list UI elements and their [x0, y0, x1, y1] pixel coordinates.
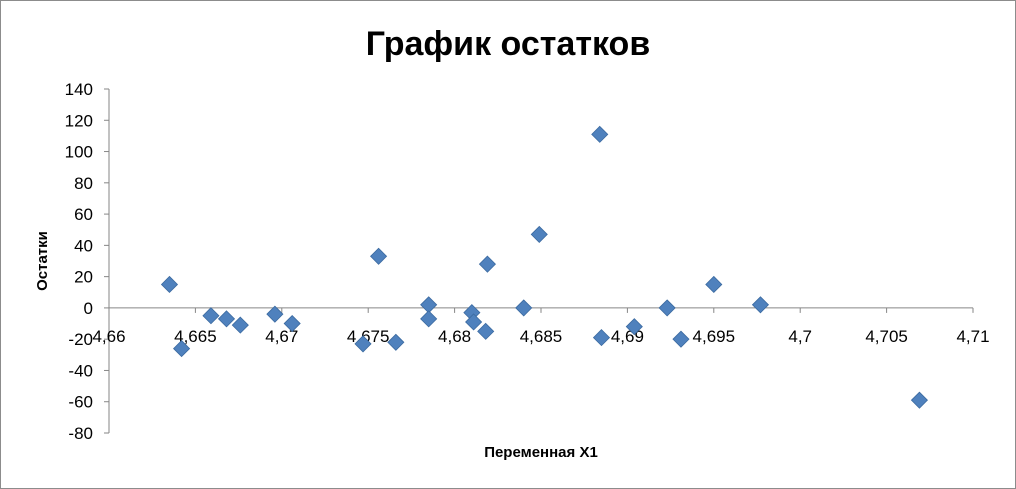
data-points [160, 125, 928, 409]
y-tick-label: 0 [84, 299, 93, 318]
y-axis: 140 120 100 80 60 40 20 0 -20 -40 -60 -80 [65, 80, 110, 443]
data-point [477, 322, 495, 340]
data-point [592, 329, 611, 347]
x-axis-title: Переменная X1 [484, 444, 598, 461]
data-point [705, 275, 723, 294]
y-tick-label: 40 [74, 236, 93, 255]
data-point [370, 247, 388, 265]
data-point [465, 313, 483, 331]
data-point [173, 339, 191, 358]
data-point [217, 310, 236, 328]
x-tick-label: 4,665 [174, 327, 217, 346]
x-tick-label: 4,685 [520, 327, 563, 346]
data-point [160, 275, 179, 294]
data-point [354, 335, 372, 353]
y-tick-label: 80 [74, 174, 93, 193]
y-tick-label: 100 [65, 143, 93, 162]
x-tick-label: 4,7 [788, 327, 812, 346]
x-tick-label: 4,66 [92, 327, 125, 346]
chart-title: График остатков [366, 25, 650, 63]
y-tick-label: -40 [68, 361, 93, 380]
data-point [231, 316, 249, 334]
y-tick-label: -20 [68, 330, 93, 349]
x-tick-label: 4,67 [265, 327, 298, 346]
y-tick-label: 60 [74, 205, 93, 224]
y-tick-label: 140 [65, 80, 93, 99]
y-tick-label: -60 [68, 393, 93, 412]
x-tick-label: 4,705 [865, 327, 908, 346]
data-point [202, 307, 220, 325]
data-point [515, 299, 533, 317]
y-tick-label: 20 [74, 268, 93, 287]
data-point [672, 330, 690, 348]
data-point [751, 296, 770, 314]
y-axis-title: Остатки [34, 231, 51, 291]
data-point [420, 310, 438, 328]
x-tick-label: 4,68 [438, 327, 471, 346]
x-tick-label: 4,695 [693, 327, 736, 346]
data-point [591, 125, 609, 143]
data-point [658, 299, 676, 317]
y-tick-label: -80 [68, 424, 93, 443]
data-point [625, 318, 643, 336]
data-point [283, 314, 301, 333]
data-point [478, 255, 496, 273]
data-point [387, 333, 405, 351]
data-point [530, 225, 548, 243]
x-tick-label: 4,71 [956, 327, 989, 346]
data-point [266, 305, 284, 323]
data-point [910, 391, 928, 409]
x-axis: 4,66 4,665 4,67 4,675 4,68 4,685 4,69 4,695 4,7 4… [92, 307, 990, 346]
y-tick-label: 120 [65, 111, 93, 130]
